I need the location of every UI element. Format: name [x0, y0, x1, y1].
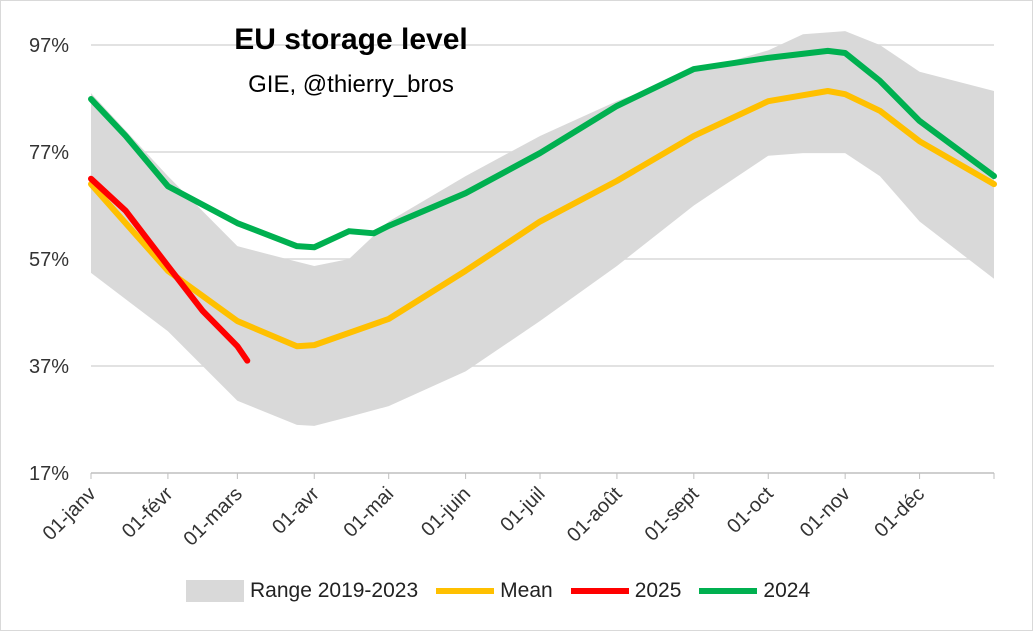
y-tick-label: 97%	[29, 35, 69, 57]
legend-label-2025: 2025	[634, 579, 682, 602]
legend-item-2024: 2024	[699, 579, 810, 603]
x-tick-label: 01-nov	[796, 483, 855, 542]
chart-title: EU storage level	[234, 23, 468, 56]
legend-label-range: Range 2019-2023	[250, 579, 419, 602]
chart-subtitle: GIE, @thierry_bros	[248, 71, 454, 98]
x-tick-label: 01-oct	[723, 483, 778, 538]
legend-label-mean: Mean	[500, 579, 553, 602]
x-tick-label: 01-déc	[870, 483, 929, 542]
legend-swatch-2025	[570, 588, 629, 594]
x-tick-label: 01-avr	[268, 483, 324, 539]
legend-label-2024: 2024	[763, 579, 811, 602]
x-tick-label: 01-mai	[339, 483, 398, 542]
legend-item-2025: 2025	[570, 579, 682, 603]
legend-swatch-range	[186, 580, 244, 602]
x-tick-label: 01-mars	[179, 483, 246, 550]
series-line-mean	[88, 88, 997, 350]
y-tick-label: 57%	[29, 249, 69, 271]
x-tick-label: 01-juil	[496, 483, 549, 536]
legend-swatch-2024	[699, 588, 758, 594]
y-tick-label: 37%	[29, 356, 69, 378]
x-tick-label: 01-janv	[39, 483, 101, 545]
x-tick-label: 01-févr	[118, 483, 178, 543]
series-line-2024	[88, 47, 997, 251]
legend: Range 2019-2023 Mean 2025 2024	[186, 579, 818, 603]
x-tick-label: 01-sept	[641, 483, 704, 546]
range-band	[91, 31, 994, 426]
legend-item-range: Range 2019-2023	[186, 579, 418, 603]
series-line-2025	[88, 175, 251, 364]
legend-item-mean: Mean	[436, 579, 553, 603]
y-tick-label: 77%	[29, 142, 69, 164]
y-tick-label: 17%	[29, 463, 69, 485]
x-tick-label: 01-août	[563, 483, 627, 547]
legend-swatch-mean	[436, 588, 495, 594]
x-tick-label: 01-juin	[417, 483, 475, 541]
